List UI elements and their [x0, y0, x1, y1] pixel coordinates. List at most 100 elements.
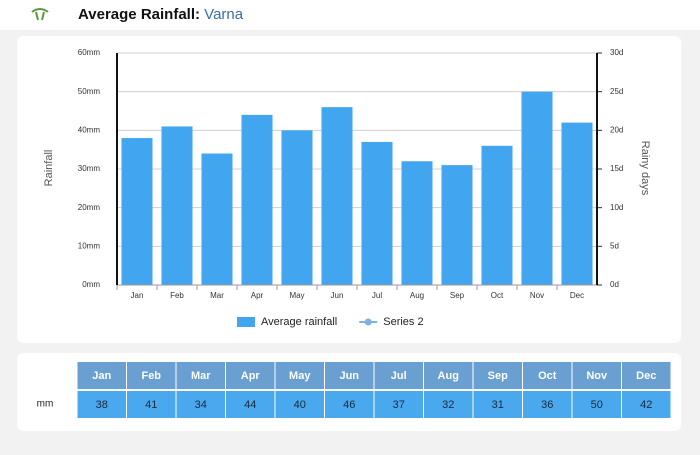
- x-tick-label: Aug: [410, 291, 424, 300]
- table-header-cell: [473, 362, 522, 389]
- table-header-text: Nov: [586, 370, 608, 382]
- bar: [201, 153, 233, 285]
- table-cell-text: 42: [640, 399, 652, 411]
- bar: [121, 138, 153, 285]
- table-header-text: Dec: [636, 370, 656, 382]
- y2-tick-label: 30d: [610, 48, 623, 57]
- x-tick-label: May: [289, 291, 304, 300]
- x-tick-label: Nov: [530, 291, 544, 300]
- x-tick-label: Dec: [570, 291, 584, 300]
- y-tick-label: 20mm: [78, 203, 101, 212]
- table-header-text: May: [289, 370, 311, 382]
- table-header-text: Jul: [391, 370, 407, 382]
- table-header-cell: [572, 362, 621, 389]
- table-header-text: Apr: [241, 370, 261, 382]
- table-cell-text: 31: [492, 399, 504, 411]
- table-cell-text: 38: [96, 399, 108, 411]
- bar: [401, 161, 433, 285]
- x-tick-label: Jan: [131, 291, 144, 300]
- table-header-cell: [176, 362, 225, 389]
- x-tick-label: Jun: [331, 291, 344, 300]
- y-tick-label: 40mm: [78, 125, 101, 134]
- y-tick-label: 30mm: [78, 164, 101, 173]
- y-tick-label: 60mm: [78, 48, 101, 57]
- chart-title: Average Rainfall: Varna: [78, 6, 244, 23]
- legend-swatch: [237, 317, 255, 327]
- y2-tick-label: 5d: [610, 241, 619, 250]
- table-row-label: mm: [37, 399, 54, 410]
- bar: [241, 114, 273, 285]
- y-tick-label: 50mm: [78, 87, 101, 96]
- table-cell-text: 50: [591, 399, 603, 411]
- table-cell: [226, 391, 275, 418]
- y2-tick-label: 10d: [610, 203, 623, 212]
- table-header-cell: [77, 362, 126, 389]
- table-cell: [473, 391, 522, 418]
- table-cell-text: 34: [195, 399, 207, 411]
- y2-tick-label: 15d: [610, 164, 623, 173]
- table-cell: [622, 391, 671, 418]
- table-header-text: Mar: [191, 370, 211, 382]
- y-tick-label: 0mm: [82, 280, 100, 289]
- table-header-text: Jan: [92, 370, 111, 382]
- legend-marker: [364, 318, 372, 326]
- x-tick-label: Mar: [210, 291, 224, 300]
- legend-label: Average rainfall: [261, 316, 337, 328]
- y2-tick-label: 20d: [610, 125, 623, 134]
- table-header-cell: [523, 362, 572, 389]
- bar: [361, 141, 393, 285]
- table-cell: [275, 391, 324, 418]
- x-tick-label: Sep: [450, 291, 465, 300]
- x-tick-label: Jul: [372, 291, 382, 300]
- header-icon: [31, 8, 49, 21]
- bar: [441, 165, 473, 285]
- table-cell-text: 44: [244, 399, 256, 411]
- title-text: Average Rainfall:: [78, 6, 200, 23]
- table-header-cell: [226, 362, 275, 389]
- table-header-text: Oct: [538, 370, 557, 382]
- y2-tick-label: 25d: [610, 87, 623, 96]
- table-header-cell: [424, 362, 473, 389]
- x-tick-label: Oct: [491, 291, 504, 300]
- table-cell-text: 40: [294, 399, 306, 411]
- table-cell: [176, 391, 225, 418]
- table-cell-text: 41: [145, 399, 157, 411]
- title-location: Varna: [204, 6, 244, 23]
- x-tick-label: Apr: [251, 291, 264, 300]
- y2-tick-label: 0d: [610, 280, 619, 289]
- table-header-text: Sep: [488, 370, 508, 382]
- table-header-cell: [374, 362, 423, 389]
- table-cell: [424, 391, 473, 418]
- y-axis-label: Rainfall: [43, 150, 55, 187]
- table-cell-text: 46: [343, 399, 355, 411]
- table-header-cell: [622, 362, 671, 389]
- table-cell: [325, 391, 374, 418]
- table-header-cell: [275, 362, 324, 389]
- table-cell: [572, 391, 621, 418]
- bar: [281, 130, 313, 285]
- table-header-cell: [127, 362, 176, 389]
- legend-label: Series 2: [383, 316, 423, 328]
- table-cell-text: 37: [393, 399, 405, 411]
- bar: [161, 126, 193, 285]
- header-bar: [0, 0, 700, 30]
- bar: [521, 91, 553, 286]
- table-cell: [523, 391, 572, 418]
- table-cell: [127, 391, 176, 418]
- table-cell-text: 36: [541, 399, 553, 411]
- table-header-cell: [325, 362, 374, 389]
- y-tick-label: 10mm: [78, 241, 101, 250]
- x-tick-label: Feb: [170, 291, 184, 300]
- table-cell: [374, 391, 423, 418]
- bar: [481, 145, 513, 285]
- table-header-text: Aug: [438, 370, 459, 382]
- y2-axis-label: Rainy days: [639, 141, 651, 196]
- bar: [561, 122, 593, 285]
- table-header-text: Jun: [339, 370, 359, 382]
- table-cell-text: 32: [442, 399, 454, 411]
- bar: [321, 107, 353, 285]
- table-header-text: Feb: [141, 370, 161, 382]
- table-cell: [77, 391, 126, 418]
